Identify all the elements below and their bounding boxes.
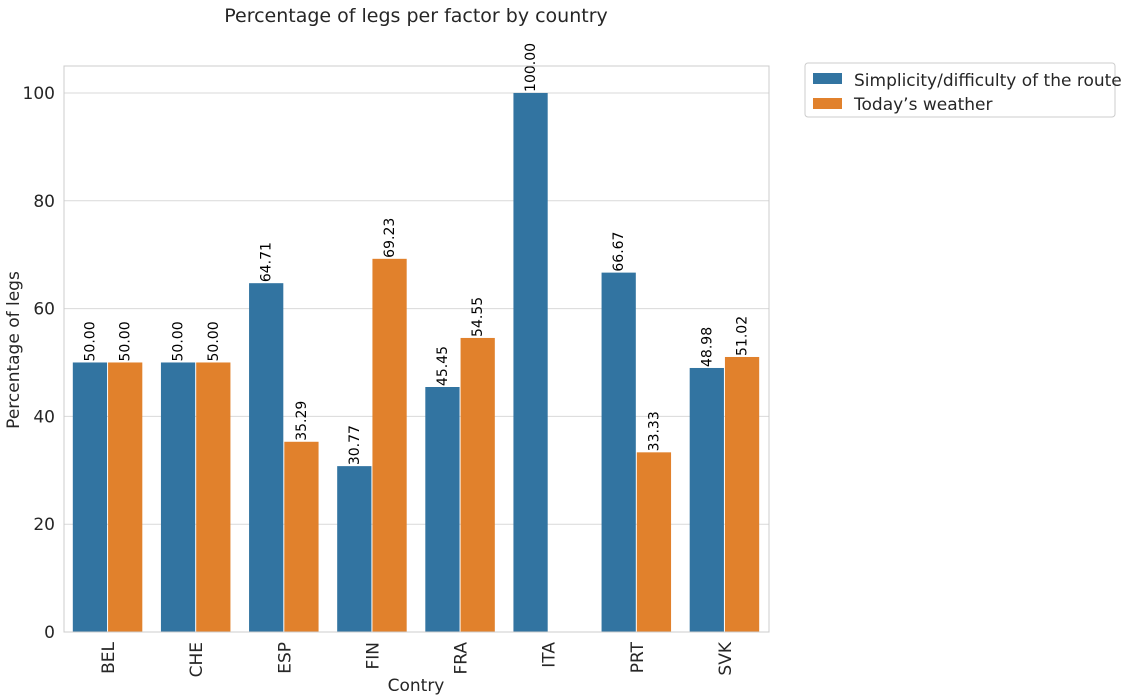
y-tick-label: 60 (33, 300, 55, 320)
bar-che-1 (196, 362, 231, 632)
data-label: 69.23 (382, 218, 398, 258)
legend-label-simplicity: Simplicity/difficulty of the route (854, 71, 1122, 91)
x-tick-label: ITA (540, 642, 560, 668)
y-tick-label: 0 (44, 623, 55, 643)
bar-svk-1 (724, 356, 760, 632)
bar-fra-0 (425, 387, 460, 632)
data-label: 30.77 (347, 425, 363, 465)
data-label: 33.33 (646, 411, 662, 451)
x-axis-label: Contry (388, 676, 445, 696)
data-label: 45.45 (435, 346, 451, 386)
x-tick-label: PRT (628, 641, 648, 673)
bar-esp-0 (249, 283, 284, 632)
legend-frame (804, 62, 1116, 118)
bar-fin-0 (337, 466, 372, 632)
bar-che-0 (160, 362, 196, 632)
bar-svk-0 (689, 367, 724, 632)
y-tick-label: 100 (23, 84, 55, 104)
data-label: 50.00 (82, 321, 98, 361)
plot-frame (63, 65, 770, 633)
bar-bel-0 (72, 362, 108, 632)
data-label: 50.00 (171, 321, 187, 361)
chart-title: Percentage of legs per factor by country (224, 5, 608, 27)
bar-fin-1 (372, 258, 407, 632)
data-label: 50.00 (118, 321, 134, 361)
data-label: 64.71 (259, 242, 275, 282)
x-tick-label: FRA (452, 642, 472, 675)
y-tick-label: 20 (33, 515, 55, 535)
legend: Simplicity/difficulty of the route Today… (804, 62, 1122, 118)
y-tick-label: 80 (33, 192, 55, 212)
data-label: 51.02 (735, 316, 751, 356)
bar-esp-1 (284, 441, 319, 632)
data-label: 48.98 (699, 327, 715, 367)
y-axis-label: Percentage of legs (4, 271, 24, 429)
bar-prt-1 (636, 452, 672, 632)
bar-fra-1 (460, 337, 495, 632)
data-label: 66.67 (611, 232, 627, 272)
x-tick-label: FIN (363, 642, 383, 670)
x-axis-ticks: BEL CHE ESP FIN FRA ITA PRT SVK (99, 641, 736, 677)
plot-area: 50.00 50.00 50.00 50.00 64.71 35.29 30.77 69.23… (63, 43, 770, 633)
legend-label-weather: Today’s weather (853, 95, 993, 115)
data-label: 50.00 (206, 321, 222, 361)
data-label: 100.00 (523, 43, 539, 92)
bars (72, 92, 760, 632)
legend-swatch-simplicity (813, 73, 842, 84)
x-tick-label: BEL (99, 641, 119, 673)
y-axis-ticks: 0 20 40 60 80 100 (23, 84, 55, 643)
legend-swatch-weather (813, 98, 842, 109)
data-labels: 50.00 50.00 50.00 50.00 64.71 35.29 30.77 69.23… (82, 43, 750, 465)
x-tick-label: ESP (275, 642, 295, 674)
bar-ita-0 (513, 92, 548, 632)
bar-prt-0 (601, 272, 636, 632)
data-label: 35.29 (294, 401, 310, 441)
x-tick-label: SVK (716, 641, 736, 675)
bar-bel-1 (108, 362, 143, 632)
y-tick-label: 40 (33, 407, 55, 427)
x-tick-label: CHE (187, 642, 207, 677)
data-label: 54.55 (470, 297, 486, 337)
